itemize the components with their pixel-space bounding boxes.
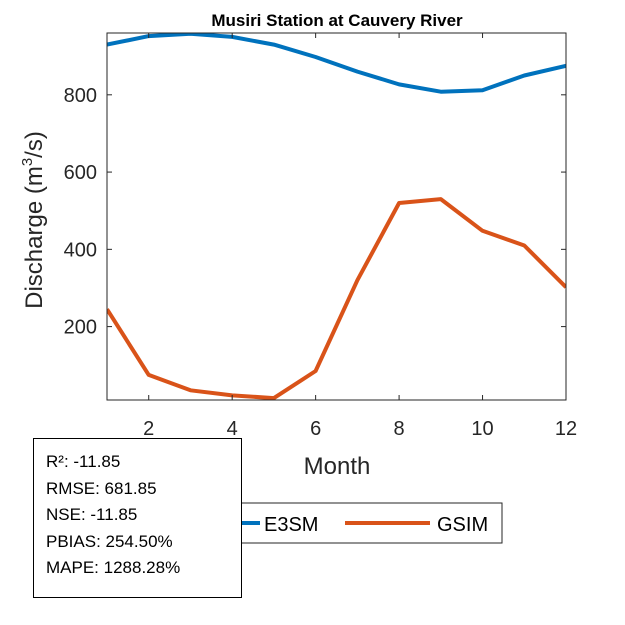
series-line-e3sm [107,33,566,94]
y-axis-label-sup: 3 [19,158,36,166]
legend: E3SM GSIM [239,502,503,544]
y-axis-label-main: Discharge (m [21,166,48,309]
stat-r2: R²: -11.85 [46,452,121,471]
y-axis-label-tail: /s) [21,131,48,158]
y-axis-label: Discharge (m3/s) [19,131,48,309]
series-line-gsim [107,197,566,400]
stat-nse: NSE: -11.85 [46,505,138,524]
y-tick-label: 200 [64,317,97,339]
y-tick-label: 600 [64,162,97,184]
axes-frame [106,32,567,401]
chart-title: Musiri Station at Cauvery River [211,11,463,30]
y-tick-label: 800 [64,85,97,107]
legend-label-e3sm: E3SM [264,514,318,536]
plot-area: 2 4 6 8 10 12 200 400 600 800 [64,32,577,440]
x-tick-label: 6 [310,418,321,440]
stat-mape: MAPE: 1288.28% [46,558,181,577]
x-tick-label: 8 [394,418,405,440]
statistics-box: R²: -11.85 RMSE: 681.85 NSE: -11.85 PBIA… [33,438,242,598]
stat-rmse: RMSE: 681.85 [46,478,157,498]
legend-label-gsim: GSIM [437,514,488,536]
x-tick-label: 4 [227,418,238,440]
x-tick-label: 2 [143,418,154,440]
x-axis-label: Month [304,453,371,480]
x-tick-label: 10 [471,418,493,440]
stat-pbias: PBIAS: 254.50% [46,531,173,551]
x-tick-label: 12 [555,418,577,440]
y-tick-label: 400 [64,239,97,261]
